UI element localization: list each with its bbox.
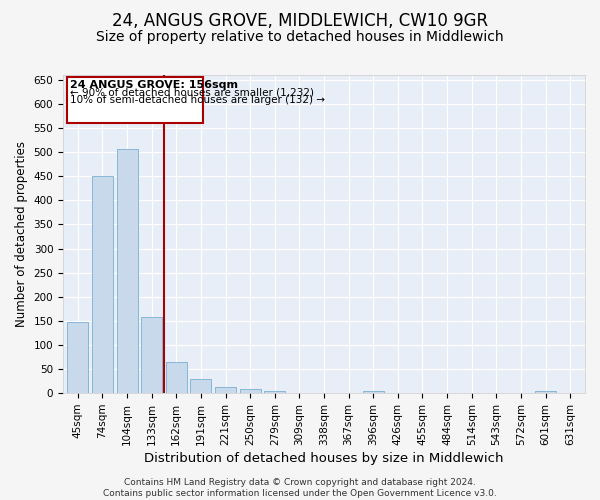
Bar [363, 391, 384, 393]
Bar [92, 176, 113, 393]
Text: 24, ANGUS GROVE, MIDDLEWICH, CW10 9GR: 24, ANGUS GROVE, MIDDLEWICH, CW10 9GR [112, 12, 488, 30]
Text: 10% of semi-detached houses are larger (132) →: 10% of semi-detached houses are larger (… [70, 95, 325, 105]
X-axis label: Distribution of detached houses by size in Middlewich: Distribution of detached houses by size … [144, 452, 504, 465]
Text: Size of property relative to detached houses in Middlewich: Size of property relative to detached ho… [96, 30, 504, 44]
Bar [141, 317, 162, 393]
Bar [67, 322, 88, 393]
Bar [535, 391, 556, 393]
Bar [265, 391, 285, 393]
Bar [215, 387, 236, 393]
Text: ← 90% of detached houses are smaller (1,232): ← 90% of detached houses are smaller (1,… [70, 88, 314, 98]
Text: Contains HM Land Registry data © Crown copyright and database right 2024.
Contai: Contains HM Land Registry data © Crown c… [103, 478, 497, 498]
Bar [116, 149, 137, 393]
Bar [190, 378, 211, 393]
Bar [166, 362, 187, 393]
Text: 24 ANGUS GROVE: 156sqm: 24 ANGUS GROVE: 156sqm [70, 80, 238, 90]
Bar [67, 77, 203, 123]
Bar [239, 390, 260, 393]
Y-axis label: Number of detached properties: Number of detached properties [15, 141, 28, 327]
